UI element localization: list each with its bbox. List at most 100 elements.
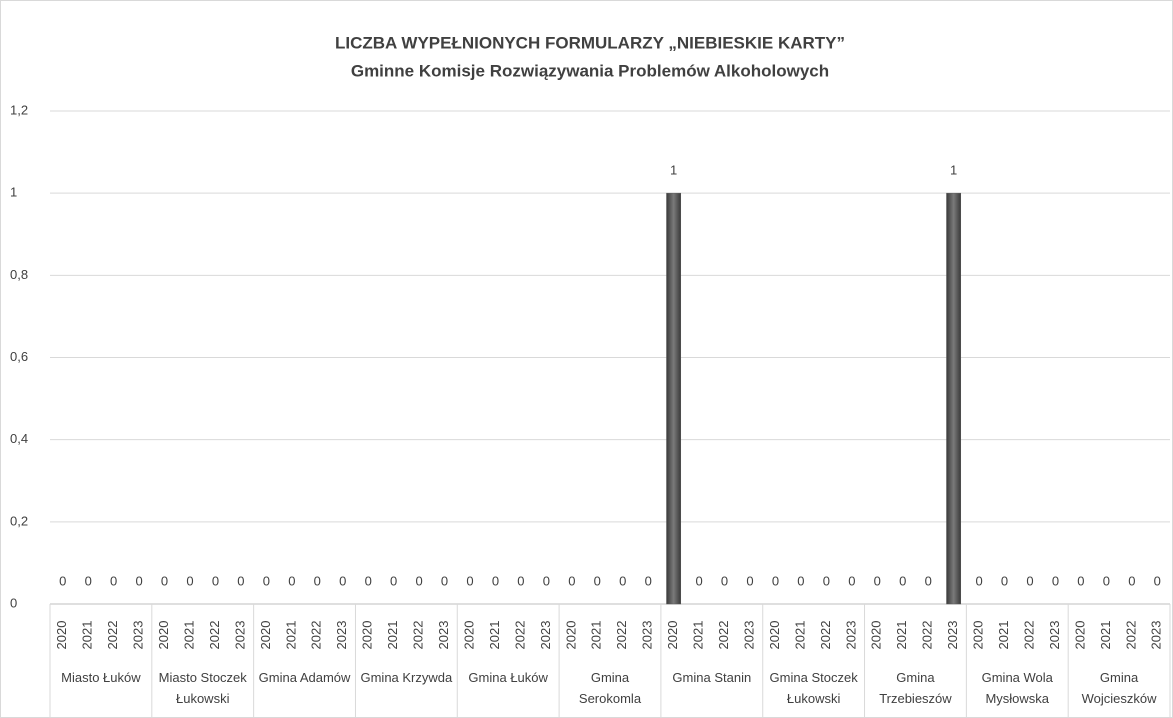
bar <box>666 192 682 605</box>
data-label: 0 <box>161 573 168 588</box>
data-label: 0 <box>466 573 473 588</box>
data-label: 0 <box>415 573 422 588</box>
x-tick-label: 2023 <box>640 621 655 650</box>
data-label: 0 <box>543 573 550 588</box>
x-tick-label: 2023 <box>741 621 756 650</box>
bar <box>946 192 962 605</box>
x-tick-label: 2021 <box>691 621 706 650</box>
x-tick-label: 2022 <box>1123 621 1138 650</box>
x-tick-label: 2023 <box>232 621 247 650</box>
x-tick-label: 2022 <box>105 621 120 650</box>
x-tick-label: 2022 <box>920 621 935 650</box>
data-label: 0 <box>695 573 702 588</box>
x-tick-label: 2020 <box>156 621 171 650</box>
x-tick-label: 2023 <box>843 621 858 650</box>
y-tick-label: 0,6 <box>10 349 28 364</box>
x-tick-label: 2022 <box>614 621 629 650</box>
data-label: 0 <box>568 573 575 588</box>
data-label: 0 <box>619 573 626 588</box>
y-tick-label: 1 <box>10 185 17 200</box>
data-label: 0 <box>1001 573 1008 588</box>
x-tick-label: 2020 <box>461 621 476 650</box>
data-label: 0 <box>59 573 66 588</box>
data-label: 1 <box>670 163 677 178</box>
data-label: 0 <box>594 573 601 588</box>
group-label: Gmina Wojcieszków <box>1081 670 1157 706</box>
data-label: 0 <box>186 573 193 588</box>
data-label: 0 <box>1077 573 1084 588</box>
x-tick-label: 2023 <box>1047 621 1062 650</box>
data-label: 0 <box>1052 573 1059 588</box>
x-tick-label: 2022 <box>818 621 833 650</box>
data-label: 0 <box>365 573 372 588</box>
data-label: 0 <box>645 573 652 588</box>
data-label: 1 <box>950 163 957 178</box>
x-tick-label: 2020 <box>360 621 375 650</box>
x-tick-label: 2021 <box>283 621 298 650</box>
x-tick-label: 2021 <box>589 621 604 650</box>
data-label: 0 <box>339 573 346 588</box>
x-tick-label: 2023 <box>436 621 451 650</box>
data-label: 0 <box>85 573 92 588</box>
data-label: 0 <box>135 573 142 588</box>
y-tick-label: 0,8 <box>10 267 28 282</box>
group-label: Gmina Adamów <box>258 670 351 685</box>
data-label: 0 <box>1103 573 1110 588</box>
x-tick-label: 2023 <box>334 621 349 650</box>
data-label: 0 <box>721 573 728 588</box>
x-tick-label: 2021 <box>487 621 502 650</box>
data-label: 0 <box>925 573 932 588</box>
x-tick-label: 2021 <box>996 621 1011 650</box>
data-label: 0 <box>263 573 270 588</box>
data-label: 0 <box>1026 573 1033 588</box>
y-tick-label: 0,4 <box>10 431 28 446</box>
data-label: 0 <box>212 573 219 588</box>
x-tick-label: 2022 <box>716 621 731 650</box>
x-tick-label: 2022 <box>512 621 527 650</box>
data-label: 0 <box>314 573 321 588</box>
data-label: 0 <box>517 573 524 588</box>
chart-title: LICZBA WYPEŁNIONYCH FORMULARZY „NIEBIESK… <box>335 33 845 52</box>
group-label: Miasto Stoczek Łukowski <box>158 670 247 706</box>
data-label: 0 <box>797 573 804 588</box>
y-tick-label: 0,2 <box>10 513 28 528</box>
data-label: 0 <box>823 573 830 588</box>
group-label: Gmina Serokomla <box>578 670 642 706</box>
group-label: Gmina Stanin <box>672 670 752 685</box>
data-label: 0 <box>390 573 397 588</box>
data-label: 0 <box>975 573 982 588</box>
x-tick-label: 2023 <box>1149 621 1164 650</box>
x-tick-label: 2020 <box>869 621 884 650</box>
x-tick-label: 2020 <box>563 621 578 650</box>
x-tick-label: 2020 <box>54 621 69 650</box>
data-label: 0 <box>492 573 499 588</box>
x-tick-label: 2023 <box>945 621 960 650</box>
data-label: 0 <box>899 573 906 588</box>
data-label: 0 <box>1128 573 1135 588</box>
data-label: 0 <box>237 573 244 588</box>
group-label: Gmina Stoczek Łukowski <box>769 670 858 706</box>
x-tick-label: 2020 <box>258 621 273 650</box>
y-tick-label: 0 <box>10 595 17 610</box>
data-label: 0 <box>110 573 117 588</box>
x-tick-label: 2020 <box>971 621 986 650</box>
x-tick-label: 2022 <box>1021 621 1036 650</box>
x-tick-label: 2023 <box>538 621 553 650</box>
x-tick-label: 2020 <box>665 621 680 650</box>
group-label: Gmina Trzebieszów <box>879 670 952 706</box>
x-tick-label: 2021 <box>80 621 95 650</box>
group-label: Miasto Łuków <box>61 670 141 685</box>
x-tick-label: 2021 <box>1098 621 1113 650</box>
data-label: 0 <box>1154 573 1161 588</box>
x-tick-label: 2023 <box>131 621 146 650</box>
data-label: 0 <box>874 573 881 588</box>
x-tick-label: 2020 <box>767 621 782 650</box>
x-tick-label: 2022 <box>207 621 222 650</box>
data-label: 0 <box>772 573 779 588</box>
data-label: 0 <box>848 573 855 588</box>
data-label: 0 <box>288 573 295 588</box>
chart-subtitle: Gminne Komisje Rozwiązywania Problemów A… <box>351 61 829 80</box>
